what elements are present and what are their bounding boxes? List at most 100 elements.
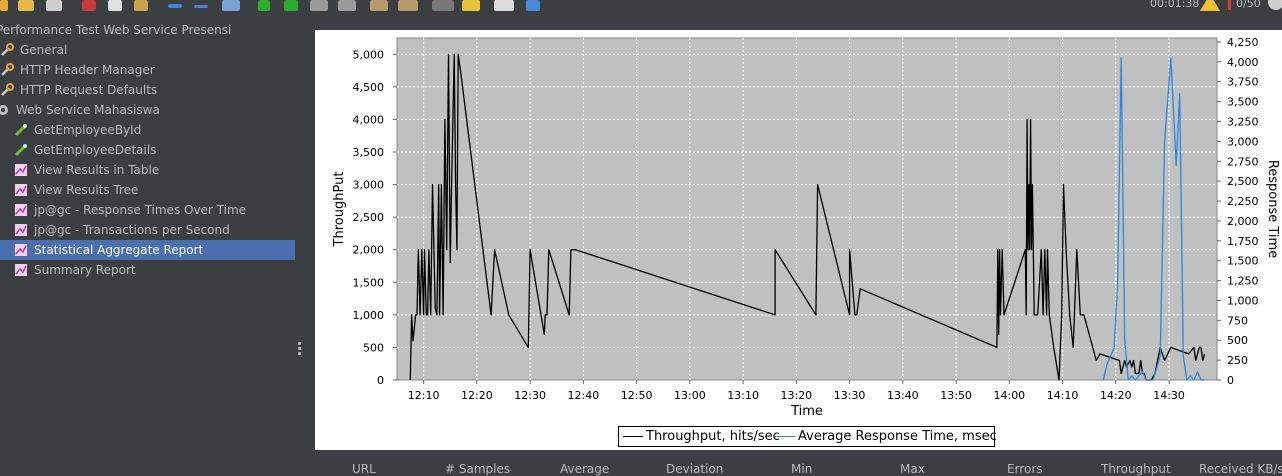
reset-search-icon[interactable] — [462, 0, 480, 11]
thread-counter: 0/50 — [1236, 0, 1261, 10]
splitter-grip-1[interactable] — [298, 342, 301, 345]
paste-icon[interactable] — [134, 0, 148, 11]
tree-item[interactable]: View Results in Table — [0, 160, 295, 180]
column-deviation[interactable]: Deviation — [666, 462, 724, 476]
tree-item-label: HTTP Request Defaults — [20, 83, 158, 97]
tree-item[interactable]: GetEmployeeById — [0, 120, 295, 140]
y2-tick-label: 0 — [1227, 374, 1234, 387]
y2-tick-label: 2,500 — [1227, 175, 1259, 188]
y-tick-label: 1,000 — [353, 309, 385, 322]
throughput-chart: 12:10 12:20 12:30 12:40 12:50 13:00 13:10 13:20… — [332, 36, 1280, 419]
x-tick-label: 14:10 — [1047, 389, 1079, 402]
chart-legend: Throughput, hits/sec Average Response Ti… — [618, 426, 997, 447]
y2-tick-label: 4,250 — [1227, 36, 1259, 49]
y2-tick-label: 250 — [1227, 354, 1248, 367]
wrench-icon — [0, 83, 14, 97]
tree-item[interactable]: Web Service Mahasiswa — [0, 100, 295, 120]
y-tick-label: 4,500 — [353, 81, 385, 94]
x-tick-label: 13:30 — [834, 389, 866, 402]
warning-icon[interactable] — [1200, 0, 1220, 11]
pipette-icon — [14, 143, 28, 157]
x-tick-label: 12:10 — [408, 389, 440, 402]
stop-icon[interactable] — [310, 0, 328, 11]
tree-item-label: GetEmployeeById — [34, 123, 142, 137]
column-url[interactable]: URL — [352, 462, 376, 476]
graph-icon — [14, 243, 28, 257]
clear-all-icon[interactable] — [398, 0, 418, 11]
aggregate-table-header: URL # Samples Average Deviation Min Max … — [315, 452, 1282, 476]
tree-item-label: General — [20, 43, 68, 57]
tree-item[interactable]: View Results Tree — [0, 180, 295, 200]
tree-item[interactable]: HTTP Header Manager — [0, 60, 295, 80]
x-tick-label: 12:30 — [514, 389, 546, 402]
response-time-series-line — [1102, 57, 1205, 381]
splitter[interactable] — [295, 18, 315, 471]
column-max[interactable]: Max — [900, 462, 925, 476]
tree-item[interactable]: jp@gc - Response Times Over Time — [0, 200, 295, 220]
y2-tick-label: 2,250 — [1227, 195, 1259, 208]
tree-item[interactable]: HTTP Request Defaults — [0, 80, 295, 100]
splitter-grip-3[interactable] — [298, 352, 301, 355]
tree-item[interactable]: Summary Report — [0, 260, 295, 280]
new-folder-icon[interactable] — [0, 0, 8, 11]
search-icon[interactable] — [432, 0, 454, 11]
collapse-icon[interactable] — [194, 5, 208, 8]
start-icon[interactable] — [258, 0, 270, 11]
column-samples[interactable]: # Samples — [445, 462, 511, 476]
x-tick-label: 12:50 — [621, 389, 653, 402]
x-tick-label: 14:30 — [1153, 389, 1185, 402]
start-no-pause-icon[interactable] — [284, 0, 298, 11]
copy-icon[interactable] — [108, 0, 122, 11]
x-tick-label: 13:50 — [940, 389, 972, 402]
clear-icon[interactable] — [370, 0, 388, 11]
legend-swatch-throughput — [623, 436, 643, 437]
tree-item[interactable]: General — [0, 40, 295, 60]
x-tick-label: 14:20 — [1100, 389, 1132, 402]
tree-item[interactable]: Statistical Aggregate Report — [0, 240, 295, 260]
y-tick-label: 2,500 — [353, 211, 385, 224]
y-tick-label: 0 — [377, 374, 384, 387]
function-helper-icon[interactable] — [494, 0, 514, 11]
tree-item[interactable]: jp@gc - Transactions per Second — [0, 220, 295, 240]
x-tick-label: 12:40 — [568, 389, 600, 402]
wrench-icon — [0, 63, 14, 77]
tree-item[interactable]: GetEmployeeDetails — [0, 140, 295, 160]
column-average[interactable]: Average — [560, 462, 610, 476]
column-received[interactable]: Received KB/sec — [1199, 462, 1282, 476]
column-throughput[interactable]: Throughput — [1101, 462, 1171, 476]
y-tick-label: 500 — [363, 341, 384, 354]
y-tick-label: 4,000 — [353, 113, 385, 126]
expand-icon[interactable] — [168, 4, 182, 8]
x-tick-label: 12:20 — [461, 389, 493, 402]
grid — [397, 38, 1217, 380]
axes: 12:10 12:20 12:30 12:40 12:50 13:00 13:10 13:20… — [353, 36, 1259, 402]
toggle-icon[interactable] — [222, 0, 240, 11]
y2-tick-label: 3,500 — [1227, 96, 1259, 109]
open-icon[interactable] — [18, 0, 34, 11]
y2-tick-label: 3,250 — [1227, 116, 1259, 129]
tree-item-label: Performance Test Web Service Presensi — [0, 23, 232, 37]
series-layer — [409, 53, 1206, 381]
column-min[interactable]: Min — [791, 462, 813, 476]
graph-icon — [14, 263, 28, 277]
help-icon[interactable] — [526, 0, 540, 11]
cut-icon[interactable] — [82, 0, 96, 11]
graph-icon — [14, 223, 28, 237]
y-tick-label: 3,500 — [353, 146, 385, 159]
toolbar: 00:01:38 0/50 — [0, 0, 1282, 16]
column-errors[interactable]: Errors — [1007, 462, 1043, 476]
legend-swatch-response-time — [775, 436, 795, 437]
x-tick-label: 14:00 — [993, 389, 1025, 402]
splitter-grip-2[interactable] — [298, 347, 301, 350]
tree-item-label: View Results Tree — [34, 183, 139, 197]
gear-icon — [0, 103, 10, 117]
y-tick-label: 2,000 — [353, 244, 385, 257]
shutdown-icon[interactable] — [338, 0, 356, 11]
tree-item-label: Web Service Mahasiswa — [16, 103, 160, 117]
y2-tick-label: 1,250 — [1227, 275, 1259, 288]
save-icon[interactable] — [46, 0, 62, 11]
y2-tick-label: 1,750 — [1227, 235, 1259, 248]
graph-icon — [14, 183, 28, 197]
tree-item[interactable]: Performance Test Web Service Presensi — [0, 20, 295, 40]
graph-icon — [14, 203, 28, 217]
